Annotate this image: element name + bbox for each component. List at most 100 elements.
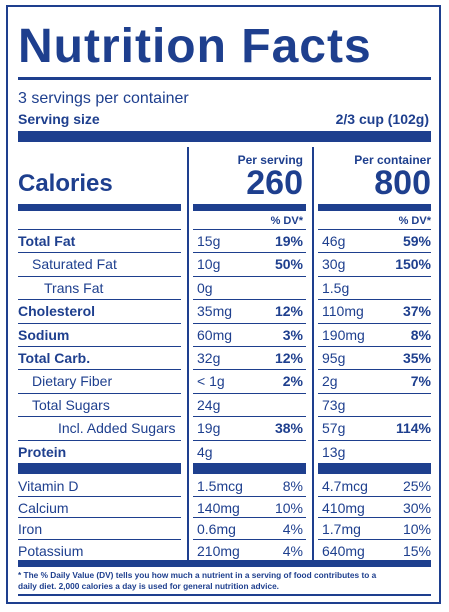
row-separator <box>193 346 306 347</box>
row-separator <box>18 346 181 347</box>
row-separator <box>193 252 306 253</box>
container-dv: 114% <box>395 420 431 436</box>
per-serving-header: Per serving <box>237 153 303 167</box>
serving-thick-rule <box>18 131 431 142</box>
serving-dv: 12% <box>274 303 303 319</box>
serving-size-label: Serving size <box>18 111 100 127</box>
vitamin-name: Potassium <box>18 543 84 559</box>
footnote-bottom-rule <box>18 594 431 596</box>
container-amount: 73g <box>322 397 346 413</box>
row-separator <box>318 229 431 230</box>
row-separator <box>193 416 306 417</box>
calories-per-serving: 260 <box>246 164 303 202</box>
row-separator <box>318 346 431 347</box>
row-separator <box>193 369 306 370</box>
container-amount: 57g <box>322 420 346 436</box>
row-separator <box>193 539 306 540</box>
vitamin-serving-dv: 8% <box>282 478 303 494</box>
serving-amount: < 1g <box>197 373 225 389</box>
calories-rule-middle <box>193 204 306 211</box>
vitamin-container-amount: 4.7mcg <box>322 478 368 494</box>
row-separator <box>193 299 306 300</box>
container-dv: 59% <box>402 233 431 249</box>
container-amount: 2g <box>322 373 338 389</box>
vitamin-container-dv: 25% <box>402 478 431 494</box>
title-rule <box>18 77 431 80</box>
container-amount: 1.5g <box>322 280 350 296</box>
vitamin-rule-right <box>318 463 431 474</box>
vitamin-container-amount: 410mg <box>322 500 365 516</box>
serving-amount: 15g <box>197 233 221 249</box>
nutrient-name: Protein <box>18 444 67 460</box>
column-divider-left <box>187 147 189 567</box>
vitamin-name: Vitamin D <box>18 478 79 494</box>
serving-amount: 32g <box>197 350 221 366</box>
row-separator <box>18 440 181 441</box>
serving-dv: 50% <box>274 256 303 272</box>
nutrient-name: Dietary Fiber <box>32 373 113 389</box>
vitamin-name: Calcium <box>18 500 69 516</box>
footnote-rule <box>18 560 431 567</box>
row-separator <box>18 416 181 417</box>
row-separator <box>18 276 181 277</box>
row-separator <box>18 299 181 300</box>
row-separator <box>18 229 181 230</box>
container-dv: 37% <box>402 303 431 319</box>
nutrient-name: Total Carb. <box>18 350 91 366</box>
container-amount: 30g <box>322 256 346 272</box>
serving-amount: 24g <box>197 397 221 413</box>
nutrient-name: Sodium <box>18 327 70 343</box>
calories-rule-left <box>18 204 181 211</box>
nutrient-name: Trans Fat <box>44 280 104 296</box>
dv-header-container: % DV* <box>398 215 431 227</box>
row-separator <box>193 496 306 497</box>
container-amount: 95g <box>322 350 346 366</box>
serving-amount: 0g <box>197 280 213 296</box>
footnote-line-2: daily diet. 2,000 calories a day is used… <box>18 581 279 591</box>
vitamin-rule-middle <box>193 463 306 474</box>
row-separator <box>318 517 431 518</box>
row-separator <box>318 416 431 417</box>
vitamin-container-dv: 15% <box>402 543 431 559</box>
calories-label: Calories <box>18 170 113 197</box>
calories-rule-right <box>318 204 431 211</box>
row-separator <box>18 393 181 394</box>
column-divider-right <box>312 147 314 567</box>
container-dv: 150% <box>395 256 431 272</box>
serving-amount: 60mg <box>197 327 233 343</box>
row-separator <box>318 440 431 441</box>
row-separator <box>193 440 306 441</box>
serving-amount: 19g <box>197 420 221 436</box>
calories-per-container: 800 <box>374 164 431 202</box>
serving-dv: 3% <box>282 327 303 343</box>
nutrient-name: Total Fat <box>18 233 76 249</box>
container-amount: 46g <box>322 233 346 249</box>
nutrient-name: Cholesterol <box>18 303 96 319</box>
row-separator <box>193 229 306 230</box>
row-separator <box>18 539 181 540</box>
row-separator <box>318 496 431 497</box>
vitamin-serving-amount: 1.5mcg <box>197 478 243 494</box>
row-separator <box>18 517 181 518</box>
row-separator <box>18 252 181 253</box>
serving-size-value: 2/3 cup (102g) <box>335 111 429 127</box>
per-container-header: Per container <box>354 153 431 167</box>
vitamin-rule-left <box>18 463 181 474</box>
row-separator <box>318 252 431 253</box>
serving-dv: 12% <box>274 350 303 366</box>
vitamin-serving-amount: 210mg <box>197 543 240 559</box>
row-separator <box>193 276 306 277</box>
dv-header-serving: % DV* <box>270 215 303 227</box>
row-separator <box>193 517 306 518</box>
row-separator <box>18 496 181 497</box>
nutrient-name: Saturated Fat <box>32 256 117 272</box>
serving-dv: 19% <box>274 233 303 249</box>
container-dv: 35% <box>402 350 431 366</box>
row-separator <box>318 299 431 300</box>
container-amount: 13g <box>322 444 346 460</box>
vitamin-container-amount: 640mg <box>322 543 365 559</box>
serving-amount: 35mg <box>197 303 233 319</box>
row-separator <box>318 276 431 277</box>
vitamin-serving-dv: 10% <box>274 500 303 516</box>
row-separator <box>318 393 431 394</box>
